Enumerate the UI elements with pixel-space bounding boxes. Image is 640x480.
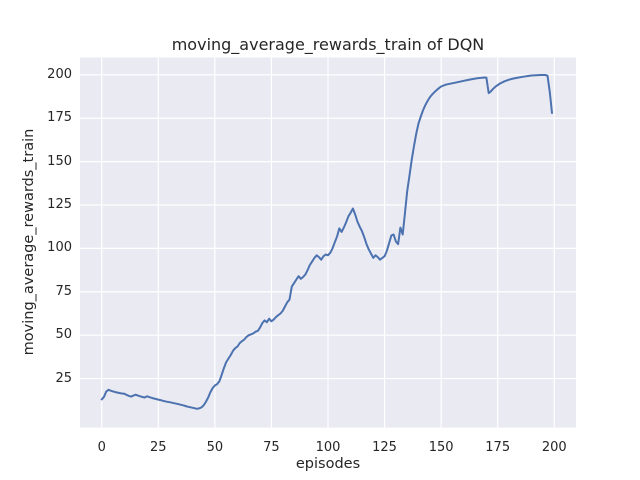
x-tick-label: 25 xyxy=(150,440,167,455)
y-tick-label: 125 xyxy=(47,197,72,212)
y-tick-label: 200 xyxy=(47,66,72,82)
x-tick-label: 100 xyxy=(315,440,341,455)
chart-title: moving_average_rewards_train of DQN xyxy=(171,35,485,54)
y-tick-label: 150 xyxy=(47,153,72,169)
x-tick-label: 75 xyxy=(263,440,280,455)
y-tick-label: 25 xyxy=(55,370,72,386)
dqn-reward-line-series xyxy=(100,74,553,410)
x-axis-label: episodes xyxy=(295,456,361,472)
grid-lines xyxy=(80,57,576,428)
y-tick-label: 75 xyxy=(55,283,72,299)
x-tick-label: 175 xyxy=(485,440,511,455)
x-tick-label: 200 xyxy=(541,440,567,455)
x-tick-label: 50 xyxy=(206,440,224,455)
x-tick-label: 0 xyxy=(97,440,106,455)
x-tick-label: 125 xyxy=(372,440,397,455)
y-tick-label: 50 xyxy=(55,327,72,343)
y-axis-label: moving_average_rewards_train xyxy=(21,128,37,356)
x-tick-label: 150 xyxy=(428,440,454,455)
y-tick-label: 100 xyxy=(47,240,72,256)
y-tick-label: 175 xyxy=(47,110,72,126)
